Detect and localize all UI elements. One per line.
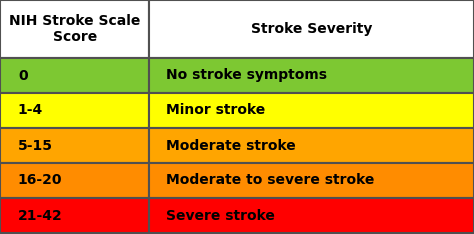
Text: 21-42: 21-42: [18, 208, 63, 223]
Text: Minor stroke: Minor stroke: [165, 103, 265, 117]
Bar: [149, 198, 474, 233]
Text: Moderate to severe stroke: Moderate to severe stroke: [165, 173, 374, 187]
Bar: [149, 58, 474, 93]
Text: Stroke Severity: Stroke Severity: [251, 22, 373, 36]
Text: Moderate stroke: Moderate stroke: [165, 139, 295, 153]
Bar: [149, 0, 474, 58]
Text: 0: 0: [18, 69, 27, 83]
Bar: [0, 128, 149, 163]
Text: 5-15: 5-15: [18, 139, 53, 153]
Text: No stroke symptoms: No stroke symptoms: [165, 69, 327, 83]
Bar: [149, 128, 474, 163]
Text: Severe stroke: Severe stroke: [165, 208, 274, 223]
Text: 16-20: 16-20: [18, 173, 63, 187]
Bar: [0, 198, 149, 233]
Bar: [0, 0, 149, 58]
Text: 1-4: 1-4: [18, 103, 43, 117]
Bar: [0, 93, 149, 128]
Bar: [0, 163, 149, 198]
Bar: [149, 163, 474, 198]
Text: NIH Stroke Scale
Score: NIH Stroke Scale Score: [9, 14, 140, 44]
Bar: [149, 93, 474, 128]
Bar: [0, 58, 149, 93]
